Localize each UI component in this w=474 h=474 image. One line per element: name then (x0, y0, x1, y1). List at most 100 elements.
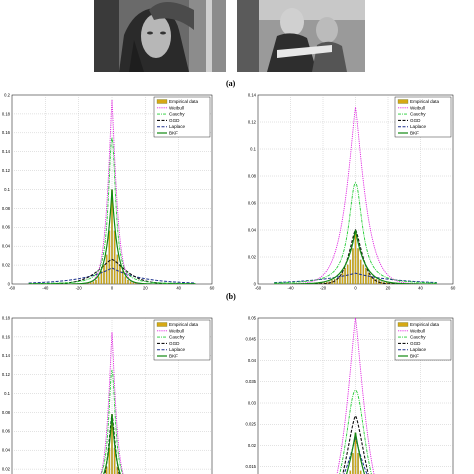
legend-label: Weibull (169, 328, 184, 333)
y-tick-label: 0.06 (248, 200, 257, 205)
legend-label: Weibull (169, 105, 184, 110)
curve-bkf (103, 414, 121, 474)
legend-label: Laplace (169, 347, 186, 352)
legend-box (153, 96, 211, 138)
empirical-bar (357, 248, 359, 284)
y-tick-label: 0.08 (2, 206, 11, 211)
legend-swatch (156, 322, 168, 327)
plot-area (11, 317, 213, 474)
y-tick-label: 0.035 (246, 379, 257, 384)
legend-label: Empirical data (410, 99, 440, 104)
empirical-bar (367, 272, 370, 284)
y-tick-label: 0.14 (2, 149, 11, 154)
empirical-bar (129, 281, 132, 284)
empirical-bar (339, 276, 341, 284)
empirical-bar (323, 282, 326, 284)
y-tick-label: 0.025 (246, 422, 257, 427)
empirical-bar (383, 282, 385, 284)
empirical-bar (116, 254, 119, 284)
legend-label: GGD (410, 118, 421, 123)
curve-weibull (28, 99, 196, 284)
legend-swatch (156, 99, 168, 104)
couple-photo (237, 0, 365, 72)
plot-area (11, 94, 213, 285)
empirical-bar (326, 282, 328, 284)
y-tick-label: 0.18 (2, 111, 11, 116)
empirical-bar (370, 276, 372, 284)
empirical-bar (380, 281, 383, 284)
curve-weibull (336, 318, 375, 474)
empirical-bar (385, 282, 388, 284)
y-tick-label: 0.12 (2, 168, 11, 173)
y-tick-label: 0.06 (2, 429, 11, 434)
empirical-bar (95, 279, 97, 284)
x-tick-label: 20 (143, 286, 148, 291)
empirical-bar (372, 278, 375, 284)
empirical-bar (105, 254, 108, 284)
empirical-bar (354, 432, 357, 474)
empirical-bar (320, 282, 323, 284)
legend-label: GGD (410, 341, 421, 346)
empirical-bar (103, 264, 105, 284)
empirical-bar (135, 282, 137, 284)
y-tick-label: 0.14 (248, 92, 257, 97)
y-tick-label: 0.04 (2, 244, 11, 249)
lena-photo (94, 0, 226, 72)
empirical-bar (119, 264, 121, 284)
empirical-bar (391, 283, 393, 284)
y-tick-label: 0.12 (248, 119, 257, 124)
legend-label: Laplace (410, 347, 427, 352)
plot-area (257, 317, 454, 474)
legend-box (394, 96, 452, 138)
y-tick-label: 0.03 (248, 400, 257, 405)
x-tick-label: 40 (176, 286, 181, 291)
legend-label: GGD (169, 118, 180, 123)
legend-label: Empirical data (169, 99, 199, 104)
empirical-bar (333, 278, 336, 284)
y-tick-label: 0.04 (248, 358, 257, 363)
empirical-bar (100, 271, 103, 284)
x-tick-label: -40 (42, 286, 49, 291)
legend-label: GGD (169, 341, 180, 346)
empirical-bar (113, 230, 116, 284)
empirical-bar (349, 259, 352, 284)
empirical-bar (375, 278, 378, 284)
y-tick-label: 0.1 (250, 146, 256, 151)
y-tick-label: 0.16 (2, 334, 11, 339)
y-tick-label: 0.04 (248, 227, 257, 232)
legend-label: Empirical data (169, 322, 199, 327)
legend-box (153, 319, 211, 361)
empirical-bar (127, 279, 129, 284)
legend-label: Laplace (169, 124, 186, 129)
empirical-bar (359, 259, 362, 284)
empirical-bar (92, 281, 95, 284)
x-tick-label: 0 (111, 286, 114, 291)
curve-laplace (28, 267, 196, 284)
empirical-bar (108, 447, 111, 474)
x-tick-label: 0 (354, 286, 357, 291)
curve-laplace (343, 436, 368, 474)
curve-ggd (342, 414, 369, 474)
caption-b: (b) (226, 292, 236, 301)
empirical-bar (89, 282, 92, 284)
y-tick-label: 0.08 (248, 173, 257, 178)
x-tick-label: 60 (451, 286, 456, 291)
empirical-bar (362, 264, 365, 284)
empirical-bar (318, 283, 320, 284)
legend-label: Weibull (410, 105, 425, 110)
legend-label: Weibull (410, 328, 425, 333)
empirical-bar (124, 276, 127, 284)
y-tick-label: 0.06 (2, 225, 11, 230)
curve-bkf (28, 189, 196, 284)
y-tick-label: 0.02 (248, 443, 257, 448)
y-tick-label: 0.08 (2, 410, 11, 415)
curve-laplace (274, 272, 437, 284)
caption-a: (a) (226, 79, 236, 88)
y-tick-label: 0.14 (2, 353, 11, 358)
curve-cauchy (28, 137, 196, 284)
legend-swatch (397, 99, 409, 104)
x-tick-label: 60 (210, 286, 215, 291)
chart-c-left: 0.02 0.04 0.06 0.08 0.1 0.12 0.14 0.16 0.18 Empir… (2, 315, 213, 474)
